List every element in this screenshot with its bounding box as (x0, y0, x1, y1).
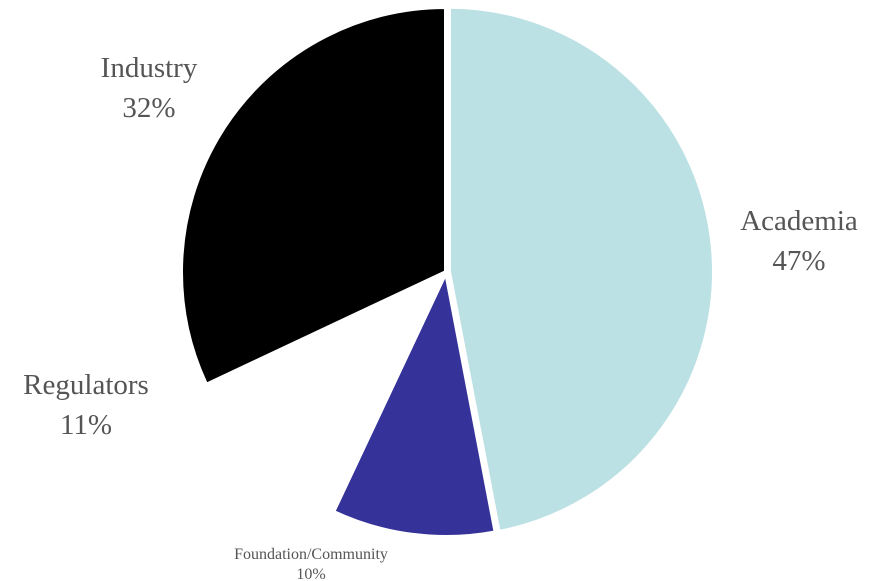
slice-value-label-industry: 32% (122, 92, 175, 124)
slice-label-regulators: Regulators (23, 369, 149, 401)
pie-slice-foundation-community (331, 270, 498, 539)
slice-value-label-academia: 47% (772, 245, 825, 277)
slice-label-industry: Industry (101, 52, 198, 84)
slice-value-label-foundation-community: 10% (296, 566, 325, 581)
slice-label-foundation-community: Foundation/Community (234, 546, 388, 563)
slice-label-academia: Academia (740, 205, 858, 237)
pie-slice-regulators (204, 270, 448, 514)
pie-slice-academia (446, 4, 716, 535)
pie-slice-industry (179, 5, 448, 387)
slice-value-label-regulators: 11% (60, 409, 112, 441)
